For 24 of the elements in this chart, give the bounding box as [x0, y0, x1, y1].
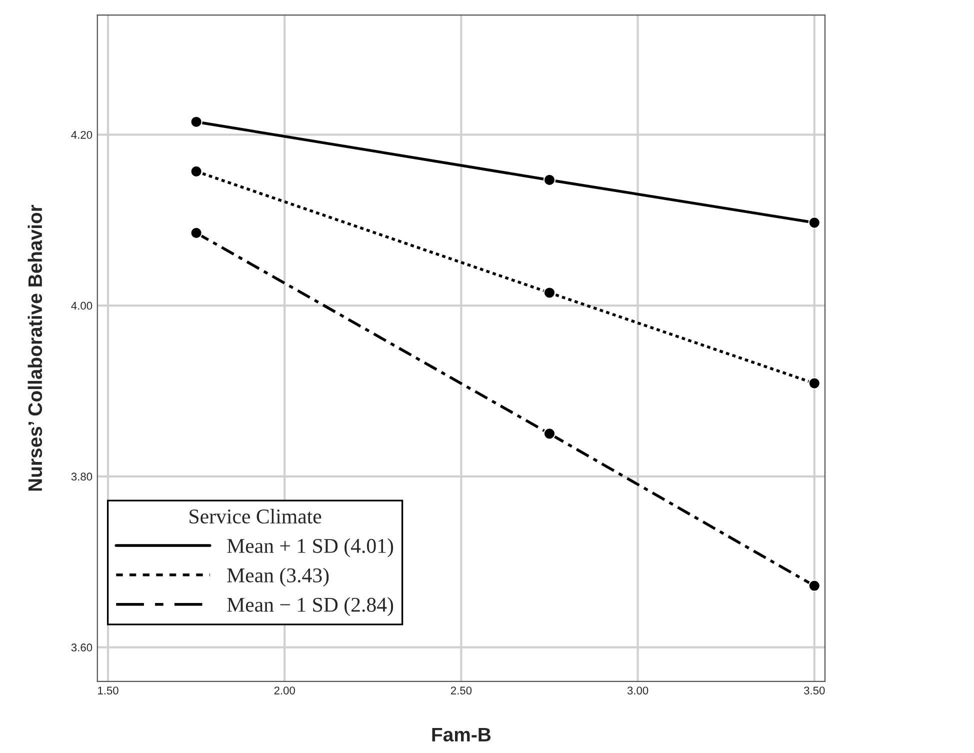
legend-label: Mean − 1 SD (2.84): [227, 597, 394, 616]
legend-label: Mean + 1 SD (4.01): [227, 538, 394, 558]
legend-label: Mean (3.43): [227, 568, 329, 587]
x-axis-title: Fam-B: [432, 728, 491, 742]
x-tick-label: 2.50: [450, 686, 472, 694]
x-tick-label: 1.50: [98, 686, 118, 694]
point: [543, 286, 556, 299]
point: [543, 428, 556, 440]
point: [808, 216, 820, 229]
legend-title: Service Climate: [190, 508, 322, 524]
y-tick-label: 4.20: [71, 130, 92, 139]
x-tick-label: 3.00: [627, 686, 648, 694]
point: [190, 165, 202, 178]
y-axis-title: Nurses’ Collaborative Behavior: [28, 204, 42, 491]
point: [190, 116, 202, 128]
point: [808, 580, 820, 592]
point: [808, 377, 820, 390]
x-tick-label: 2.00: [274, 686, 295, 694]
y-tick-label: 4.00: [71, 302, 92, 310]
point: [543, 174, 556, 186]
x-tick-label: 3.50: [804, 686, 825, 694]
point: [190, 226, 202, 239]
y-tick-label: 3.60: [71, 644, 92, 652]
y-tick-label: 3.80: [71, 472, 92, 481]
